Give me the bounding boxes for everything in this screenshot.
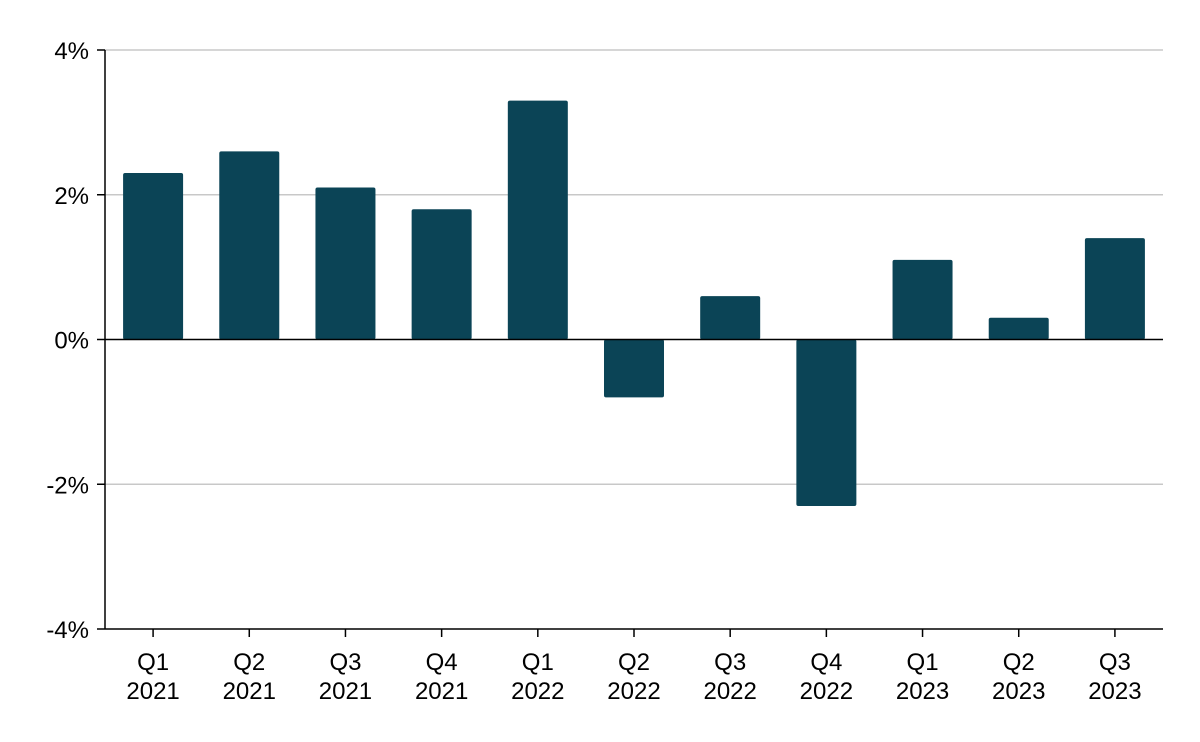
x-tick-label: Q2 2023 <box>992 649 1045 705</box>
y-tick-label: 4% <box>54 38 89 65</box>
x-tick-label-quarter: Q3 <box>329 649 361 676</box>
bars <box>123 100 1145 506</box>
x-tick-label-quarter: Q3 <box>1099 649 1131 676</box>
bar-q4-2022 <box>796 339 857 506</box>
gridlines <box>105 49 1163 485</box>
y-tick-labels: 4% 2% 0% -2% -4% <box>46 38 89 644</box>
axes <box>97 49 1163 637</box>
x-tick-label-year: 2021 <box>415 678 468 705</box>
x-tick-label-year: 2022 <box>607 678 660 705</box>
x-tick-label-quarter: Q3 <box>714 649 746 676</box>
x-tick-label-year: 2023 <box>992 678 1045 705</box>
y-tick-label: 2% <box>54 183 89 210</box>
x-tick-label: Q4 2021 <box>415 649 468 705</box>
x-tick-label: Q3 2022 <box>703 649 756 705</box>
x-tick-label-quarter: Q2 <box>233 649 265 676</box>
x-tick-label-quarter: Q4 <box>426 649 458 676</box>
bar-q2-2023 <box>988 317 1049 340</box>
x-tick-label: Q1 2022 <box>511 649 564 705</box>
bar-q3-2022 <box>700 296 761 340</box>
x-tick-label-year: 2022 <box>511 678 564 705</box>
x-tick-label-year: 2023 <box>1088 678 1141 705</box>
x-tick-label: Q2 2022 <box>607 649 660 705</box>
x-tick-label: Q4 2022 <box>800 649 853 705</box>
x-tick-label-year: 2022 <box>703 678 756 705</box>
bar-q1-2023 <box>892 259 953 340</box>
x-tick-label: Q3 2023 <box>1088 649 1141 705</box>
bar-q3-2021 <box>315 187 376 340</box>
x-tick-label: Q2 2021 <box>223 649 276 705</box>
bar-q1-2022 <box>507 100 568 340</box>
x-tick-label: Q1 2021 <box>126 649 179 705</box>
x-tick-label-year: 2021 <box>223 678 276 705</box>
x-tick-label-year: 2022 <box>800 678 853 705</box>
y-tick-label: 0% <box>54 328 89 355</box>
y-tick-label: -2% <box>46 472 89 499</box>
x-tick-label-year: 2021 <box>319 678 372 705</box>
x-tick-label-quarter: Q2 <box>618 649 650 676</box>
x-tick-label: Q1 2023 <box>896 649 949 705</box>
y-tick-label: -4% <box>46 617 89 644</box>
bar-q4-2021 <box>411 209 472 340</box>
x-tick-label-year: 2023 <box>896 678 949 705</box>
x-tick-label-quarter: Q1 <box>907 649 939 676</box>
bar-q3-2023 <box>1084 238 1145 340</box>
x-tick-label: Q3 2021 <box>319 649 372 705</box>
bar-q2-2021 <box>219 151 280 340</box>
x-tick-label-quarter: Q1 <box>522 649 554 676</box>
x-tick-label-quarter: Q4 <box>810 649 842 676</box>
x-tick-label-quarter: Q1 <box>137 649 169 676</box>
bar-q1-2021 <box>123 173 184 340</box>
x-tick-label-year: 2021 <box>126 678 179 705</box>
x-tick-label-quarter: Q2 <box>1003 649 1035 676</box>
bar-q2-2022 <box>604 339 664 398</box>
